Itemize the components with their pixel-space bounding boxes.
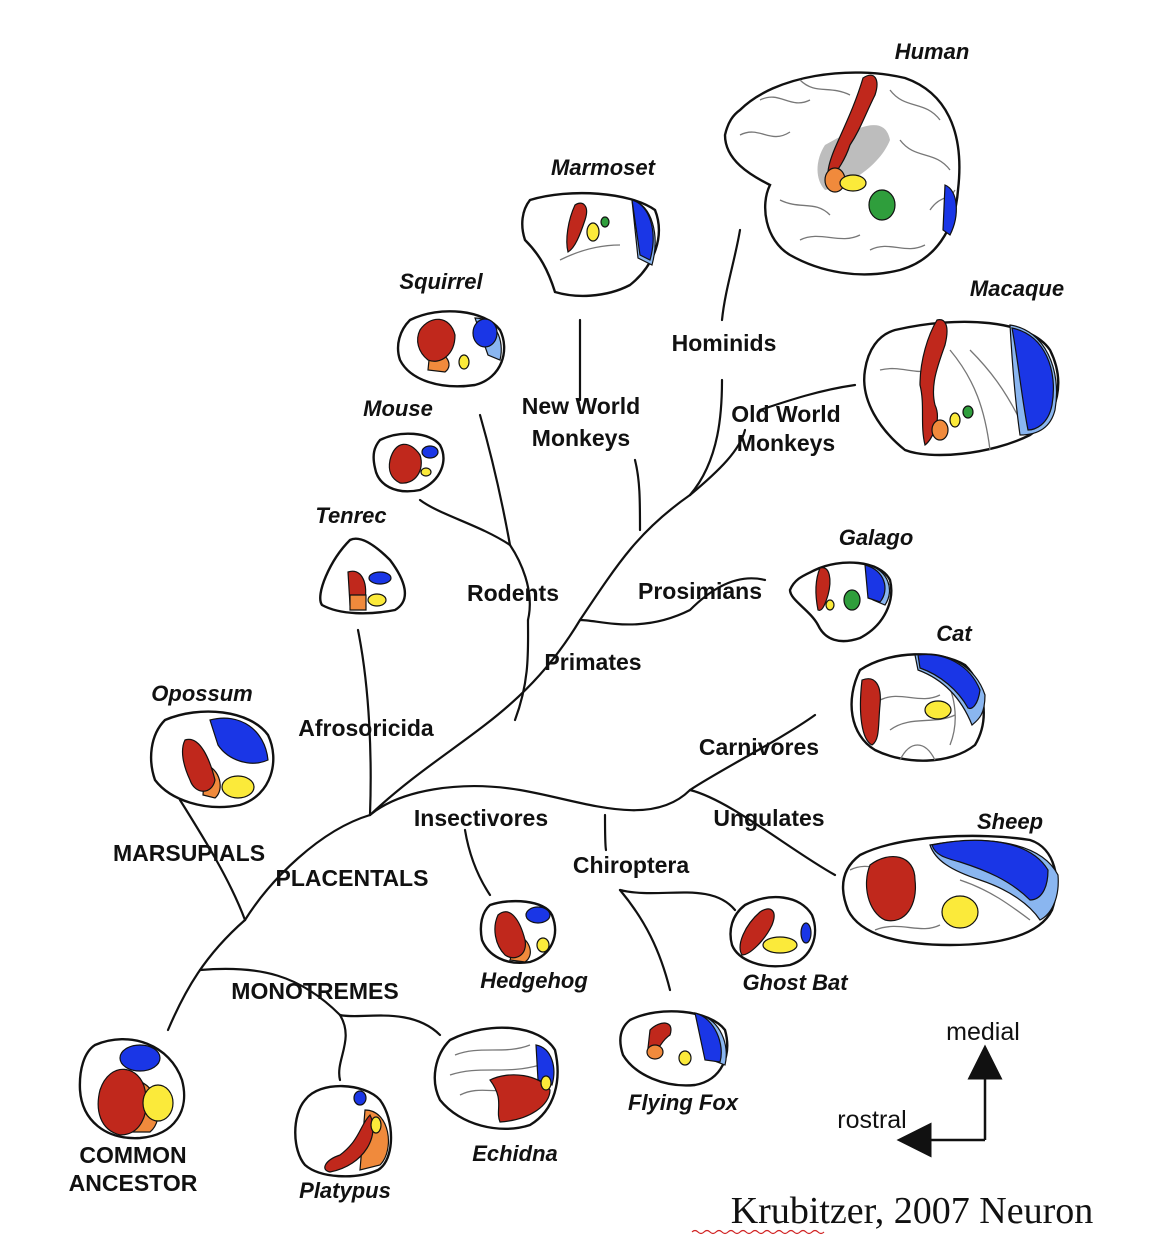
species-ghost-bat: Ghost Bat [742, 970, 849, 995]
brain-ghost-bat [729, 895, 817, 968]
species-marmoset: Marmoset [551, 155, 657, 180]
clade-new-world-monkeys-line2: Monkeys [532, 425, 630, 451]
species-flying-fox: Flying Fox [628, 1090, 739, 1115]
species-galago: Galago [839, 525, 914, 550]
orientation-medial: medial [946, 1018, 1020, 1046]
common-ancestor-line2: ANCESTOR [69, 1170, 198, 1196]
clade-old-world-monkeys-line1: Old World [731, 401, 840, 427]
brain-marmoset [521, 191, 660, 298]
orientation-compass [896, 1044, 1003, 1158]
brain-flying-fox [619, 1010, 729, 1087]
clade-marsupials: MARSUPIALS [113, 840, 265, 866]
clade-chiroptera: Chiroptera [573, 852, 690, 878]
brain-opossum [149, 710, 275, 809]
brain-human [723, 71, 961, 276]
clade-placentals: PLACENTALS [276, 865, 429, 891]
species-opossum: Opossum [151, 681, 252, 706]
clade-old-world-monkeys-line2: Monkeys [737, 430, 835, 456]
species-platypus: Platypus [299, 1178, 391, 1203]
clade-ungulates: Ungulates [713, 805, 824, 831]
brain-cat [850, 653, 986, 762]
brain-hedgehog [479, 899, 557, 965]
brain-macaque [863, 319, 1060, 457]
brain-squirrel [396, 310, 506, 388]
species-echidna: Echidna [472, 1141, 558, 1166]
species-squirrel: Squirrel [399, 269, 483, 294]
clade-rodents: Rodents [467, 580, 559, 606]
species-sheep: Sheep [977, 809, 1043, 834]
brain-sheep [841, 834, 1059, 947]
spellcheck-underline [691, 1229, 825, 1235]
clade-hominids: Hominids [672, 330, 777, 356]
brain-common-ancestor [78, 1038, 186, 1140]
clade-afrosoricida: Afrosoricida [298, 715, 434, 741]
citation: Krubitzer, 2007 Neuron [731, 1190, 1094, 1232]
species-cat: Cat [936, 621, 973, 646]
clade-new-world-monkeys-line1: New World [522, 393, 640, 419]
brain-mouse [372, 432, 445, 493]
clade-primates: Primates [544, 649, 641, 675]
common-ancestor-line1: COMMON [79, 1142, 186, 1168]
brain-tenrec [319, 537, 407, 615]
tree-branches [166, 228, 857, 1082]
species-mouse: Mouse [363, 396, 433, 421]
brain-echidna [433, 1026, 559, 1131]
clade-monotremes: MONOTREMES [231, 978, 398, 1004]
species-tenrec: Tenrec [315, 503, 386, 528]
clade-prosimians: Prosimians [638, 578, 762, 604]
species-hedgehog: Hedgehog [480, 968, 588, 993]
orientation-rostral: rostral [837, 1106, 906, 1134]
species-human: Human [895, 39, 970, 64]
species-macaque: Macaque [970, 276, 1064, 301]
brain-galago [788, 561, 893, 643]
clade-insectivores: Insectivores [414, 805, 548, 831]
clade-carnivores: Carnivores [699, 734, 819, 760]
brain-platypus [294, 1084, 393, 1178]
